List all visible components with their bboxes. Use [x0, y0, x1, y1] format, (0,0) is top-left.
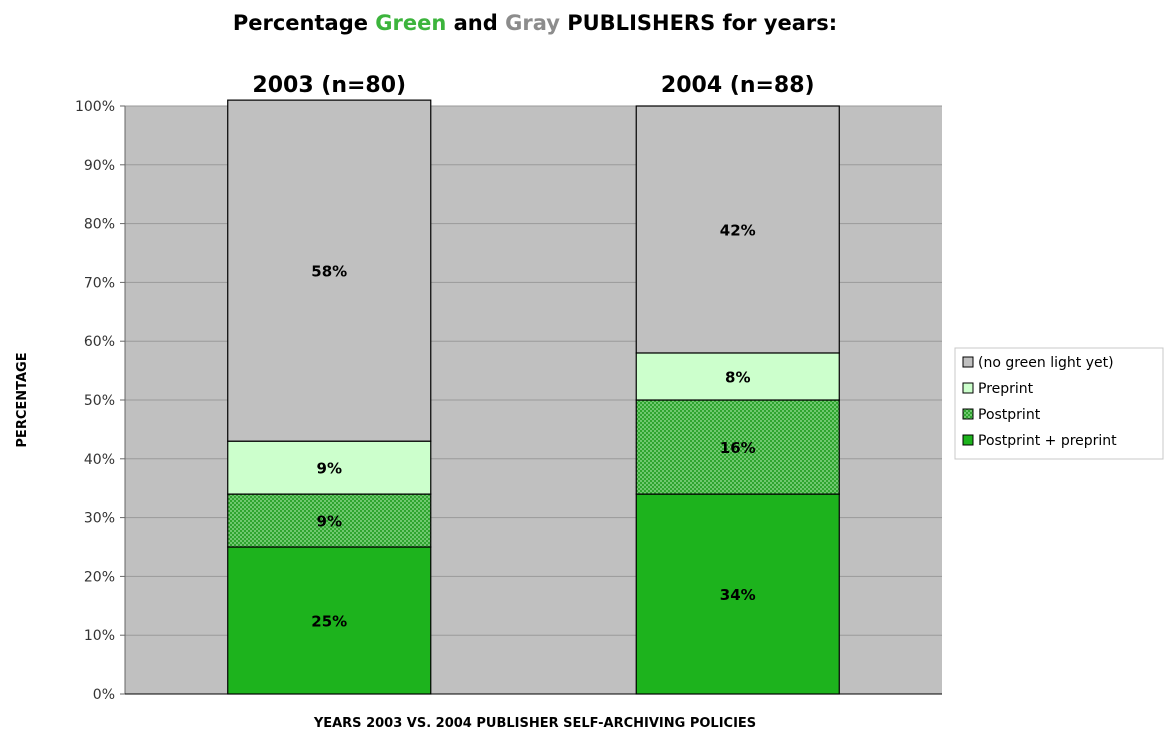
legend-swatch [962, 356, 974, 368]
legend-entry: Postprint + preprint [978, 433, 1117, 449]
bar-segment [227, 493, 432, 548]
data-label: 42% [720, 221, 756, 239]
category-labels: 2003 (n=80) 2004 (n=88) [252, 73, 814, 98]
title-part: PUBLISHERS for years: [560, 11, 837, 35]
y-tick-label: 40% [84, 452, 115, 468]
y-tick-label: 100% [75, 99, 115, 115]
legend-entry: Postprint [978, 407, 1041, 423]
x-axis-label: YEARS 2003 VS. 2004 PUBLISHER SELF-ARCHI… [313, 716, 756, 731]
title-part: Percentage [233, 11, 375, 35]
bar-segment [635, 399, 840, 495]
data-label: 16% [720, 439, 756, 457]
data-label: 58% [311, 263, 347, 281]
bar-segment [227, 99, 432, 442]
title-part: Gray [505, 11, 560, 35]
y-tick-label: 70% [84, 275, 115, 291]
legend-box [954, 347, 1164, 460]
data-label: 9% [317, 513, 342, 531]
y-axis-label: PERCENTAGE [15, 352, 30, 447]
legend-entry: Preprint [978, 381, 1034, 397]
legend-entry: (no green light yet) [978, 355, 1114, 371]
y-tick-label: 60% [84, 334, 115, 350]
bars: 25% 9% 9% 58% 34% 16% 8% 42% [227, 99, 840, 695]
legend-swatch [962, 434, 974, 446]
y-axis-ticks: 0% 10% 20% 30% 40% 50% 60% 70% 80% 90% 100% [75, 99, 126, 703]
data-label: 8% [725, 368, 750, 386]
y-tick-label: 10% [84, 628, 115, 644]
title-part: and [446, 11, 505, 35]
legend: (no green light yet) Preprint Postprint Pos… [954, 347, 1164, 460]
legend-swatch [962, 408, 974, 420]
category-label: 2003 (n=80) [252, 73, 406, 98]
data-label: 34% [720, 586, 756, 604]
y-tick-label: 30% [84, 511, 115, 527]
y-tick-label: 20% [84, 569, 115, 585]
y-tick-label: 0% [93, 687, 115, 703]
y-tick-label: 80% [84, 217, 115, 233]
chart-title: Percentage Green and Gray PUBLISHERS for… [233, 11, 837, 35]
category-label: 2004 (n=88) [661, 73, 815, 98]
title-part: Green [375, 11, 446, 35]
y-tick-label: 50% [84, 393, 115, 409]
data-label: 9% [317, 460, 342, 478]
data-label: 25% [311, 613, 347, 631]
bar-segment [635, 105, 840, 354]
bar-segment [635, 493, 840, 695]
legend-swatch [962, 382, 974, 394]
y-tick-label: 90% [84, 158, 115, 174]
